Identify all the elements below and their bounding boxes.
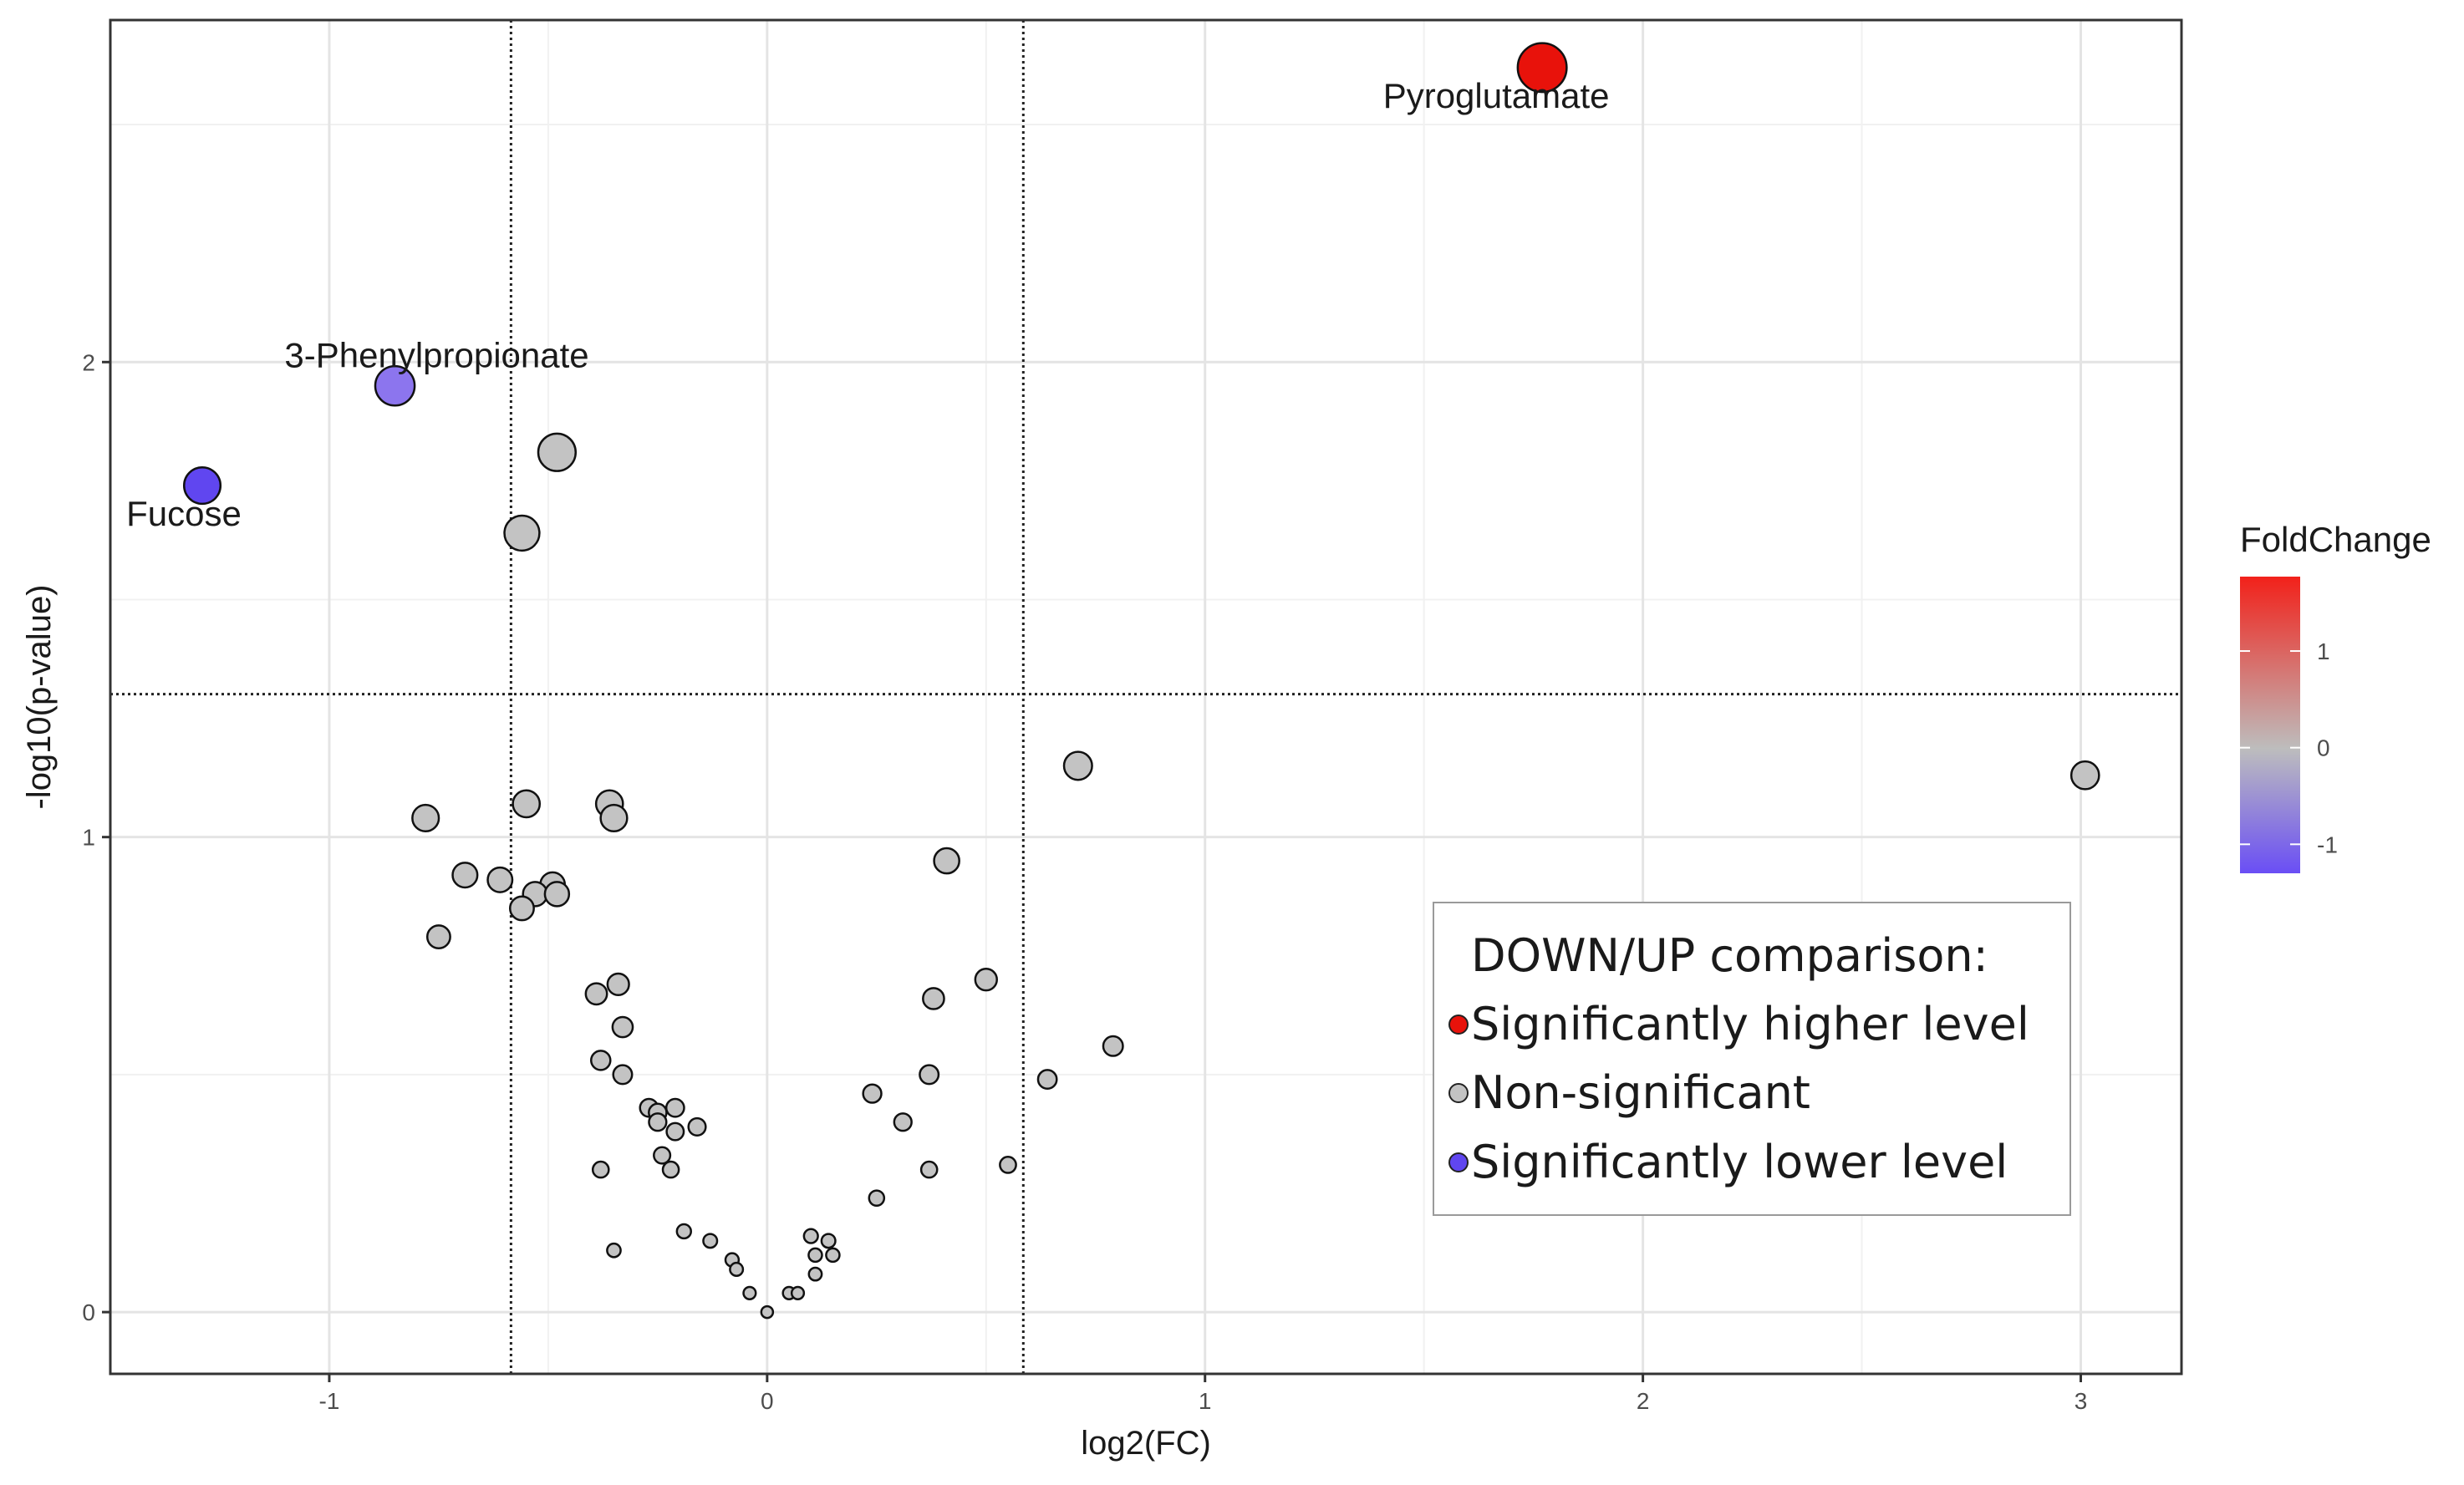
x-tick-label: 3: [2075, 1388, 2088, 1414]
legend: DOWN/UP comparison: Significantly higher…: [1433, 902, 2071, 1216]
data-point-non-significant: [611, 1015, 634, 1039]
legend-item-nonsignificant: Non-significant: [1471, 1066, 1810, 1119]
data-point-non-significant: [729, 1261, 745, 1277]
data-points: [182, 42, 2100, 1320]
data-point-non-significant: [648, 1112, 668, 1132]
x-tick-label: -1: [318, 1388, 339, 1414]
x-axis: -1 0 1 2 3: [318, 1374, 2087, 1414]
data-point-non-significant: [606, 1242, 622, 1259]
data-point-non-significant: [790, 1285, 806, 1300]
data-point-non-significant: [451, 862, 479, 889]
point-label: 3-Phenylpropionate: [284, 336, 588, 375]
colorbar-tick-label: 0: [2317, 735, 2330, 761]
data-point-non-significant: [665, 1121, 685, 1142]
colorbar-ticks: 1 0 -1: [2240, 638, 2338, 857]
data-point-non-significant: [802, 1228, 819, 1244]
data-point-non-significant: [661, 1160, 680, 1179]
data-point-non-significant: [1062, 750, 1093, 781]
data-point-non-significant: [687, 1116, 707, 1137]
data-point-significantly-higher-level: [1516, 42, 1568, 94]
data-point-non-significant: [508, 895, 535, 922]
legend-marker-nonsignificant: [1448, 1083, 1469, 1103]
colorbar-tick-label: -1: [2317, 831, 2338, 857]
data-point-non-significant: [599, 803, 629, 833]
data-point-non-significant: [675, 1223, 692, 1240]
data-point-non-significant: [2069, 760, 2100, 791]
data-point-non-significant: [1036, 1069, 1058, 1090]
data-point-non-significant: [919, 1160, 939, 1179]
data-point-non-significant: [933, 847, 960, 875]
x-tick-label: 2: [1637, 1388, 1650, 1414]
x-tick-label: 1: [1199, 1388, 1212, 1414]
data-point-non-significant: [411, 803, 440, 833]
x-axis-title: log2(FC): [1081, 1425, 1211, 1462]
data-point-non-significant: [486, 866, 514, 893]
data-point-non-significant: [425, 924, 451, 950]
data-point-non-significant: [1102, 1035, 1124, 1057]
data-point-non-significant: [893, 1112, 913, 1132]
data-point-non-significant: [584, 982, 608, 1006]
data-point-non-significant: [922, 987, 945, 1010]
x-tick-label: 0: [761, 1388, 774, 1414]
data-point-significantly-lower-level: [182, 466, 222, 506]
point-label: Pyroglutamate: [1383, 76, 1610, 115]
data-point-non-significant: [820, 1233, 837, 1249]
data-point-non-significant: [825, 1247, 841, 1264]
y-axis-title: -log10(p-value): [21, 584, 58, 809]
data-point-non-significant: [760, 1304, 775, 1320]
data-point-non-significant: [919, 1064, 940, 1086]
y-axis: 0 1 2: [82, 349, 110, 1325]
legend-item-higher: Significantly higher level: [1471, 998, 2029, 1050]
colorbar-gradient: [2240, 577, 2300, 873]
data-point-non-significant: [591, 1160, 610, 1179]
data-point-non-significant: [503, 514, 541, 552]
legend-item-lower: Significantly lower level: [1471, 1136, 2008, 1188]
colorbar-tick-label: 1: [2317, 638, 2330, 664]
y-tick-label: 2: [82, 349, 95, 375]
data-point-significantly-lower-level: [374, 364, 416, 407]
plot-panel-border: [109, 18, 2183, 1376]
data-point-non-significant: [590, 1050, 612, 1071]
data-point-non-significant: [543, 881, 571, 908]
data-point-non-significant: [807, 1247, 823, 1264]
y-tick-label: 0: [82, 1299, 95, 1325]
colorbar-title: FoldChange: [2240, 520, 2431, 559]
data-point-non-significant: [807, 1266, 823, 1282]
data-point-non-significant: [653, 1146, 672, 1165]
data-point-non-significant: [612, 1064, 634, 1086]
data-point-non-significant: [664, 1097, 685, 1118]
legend-box: [1433, 902, 2071, 1216]
data-point-non-significant: [742, 1285, 757, 1300]
data-point-non-significant: [974, 968, 998, 992]
legend-marker-lower: [1448, 1152, 1469, 1172]
data-point-non-significant: [862, 1083, 883, 1104]
y-tick-label: 1: [82, 825, 95, 851]
threshold-lines: [110, 20, 2181, 1374]
data-point-non-significant: [999, 1156, 1017, 1174]
point-label: Fucose: [126, 494, 242, 533]
legend-title: DOWN/UP comparison:: [1471, 929, 1988, 982]
legend-marker-higher: [1448, 1015, 1469, 1035]
data-point-non-significant: [606, 972, 630, 997]
data-point-non-significant: [512, 789, 542, 819]
point-labels: Pyroglutamate 3-Phenylpropionate Fucose: [126, 76, 1609, 533]
data-point-non-significant: [868, 1189, 886, 1207]
data-point-non-significant: [702, 1233, 719, 1249]
data-point-non-significant: [537, 432, 578, 472]
